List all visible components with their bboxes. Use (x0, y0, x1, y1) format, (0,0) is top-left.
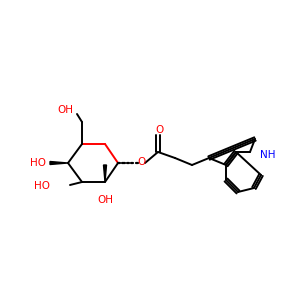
Text: OH: OH (97, 195, 113, 205)
Polygon shape (50, 161, 68, 164)
Text: HO: HO (30, 158, 46, 168)
Text: O: O (156, 125, 164, 135)
Polygon shape (103, 165, 106, 182)
Text: O: O (137, 157, 145, 167)
Text: HO: HO (34, 181, 50, 191)
Text: OH: OH (57, 105, 73, 115)
Text: NH: NH (260, 150, 275, 160)
